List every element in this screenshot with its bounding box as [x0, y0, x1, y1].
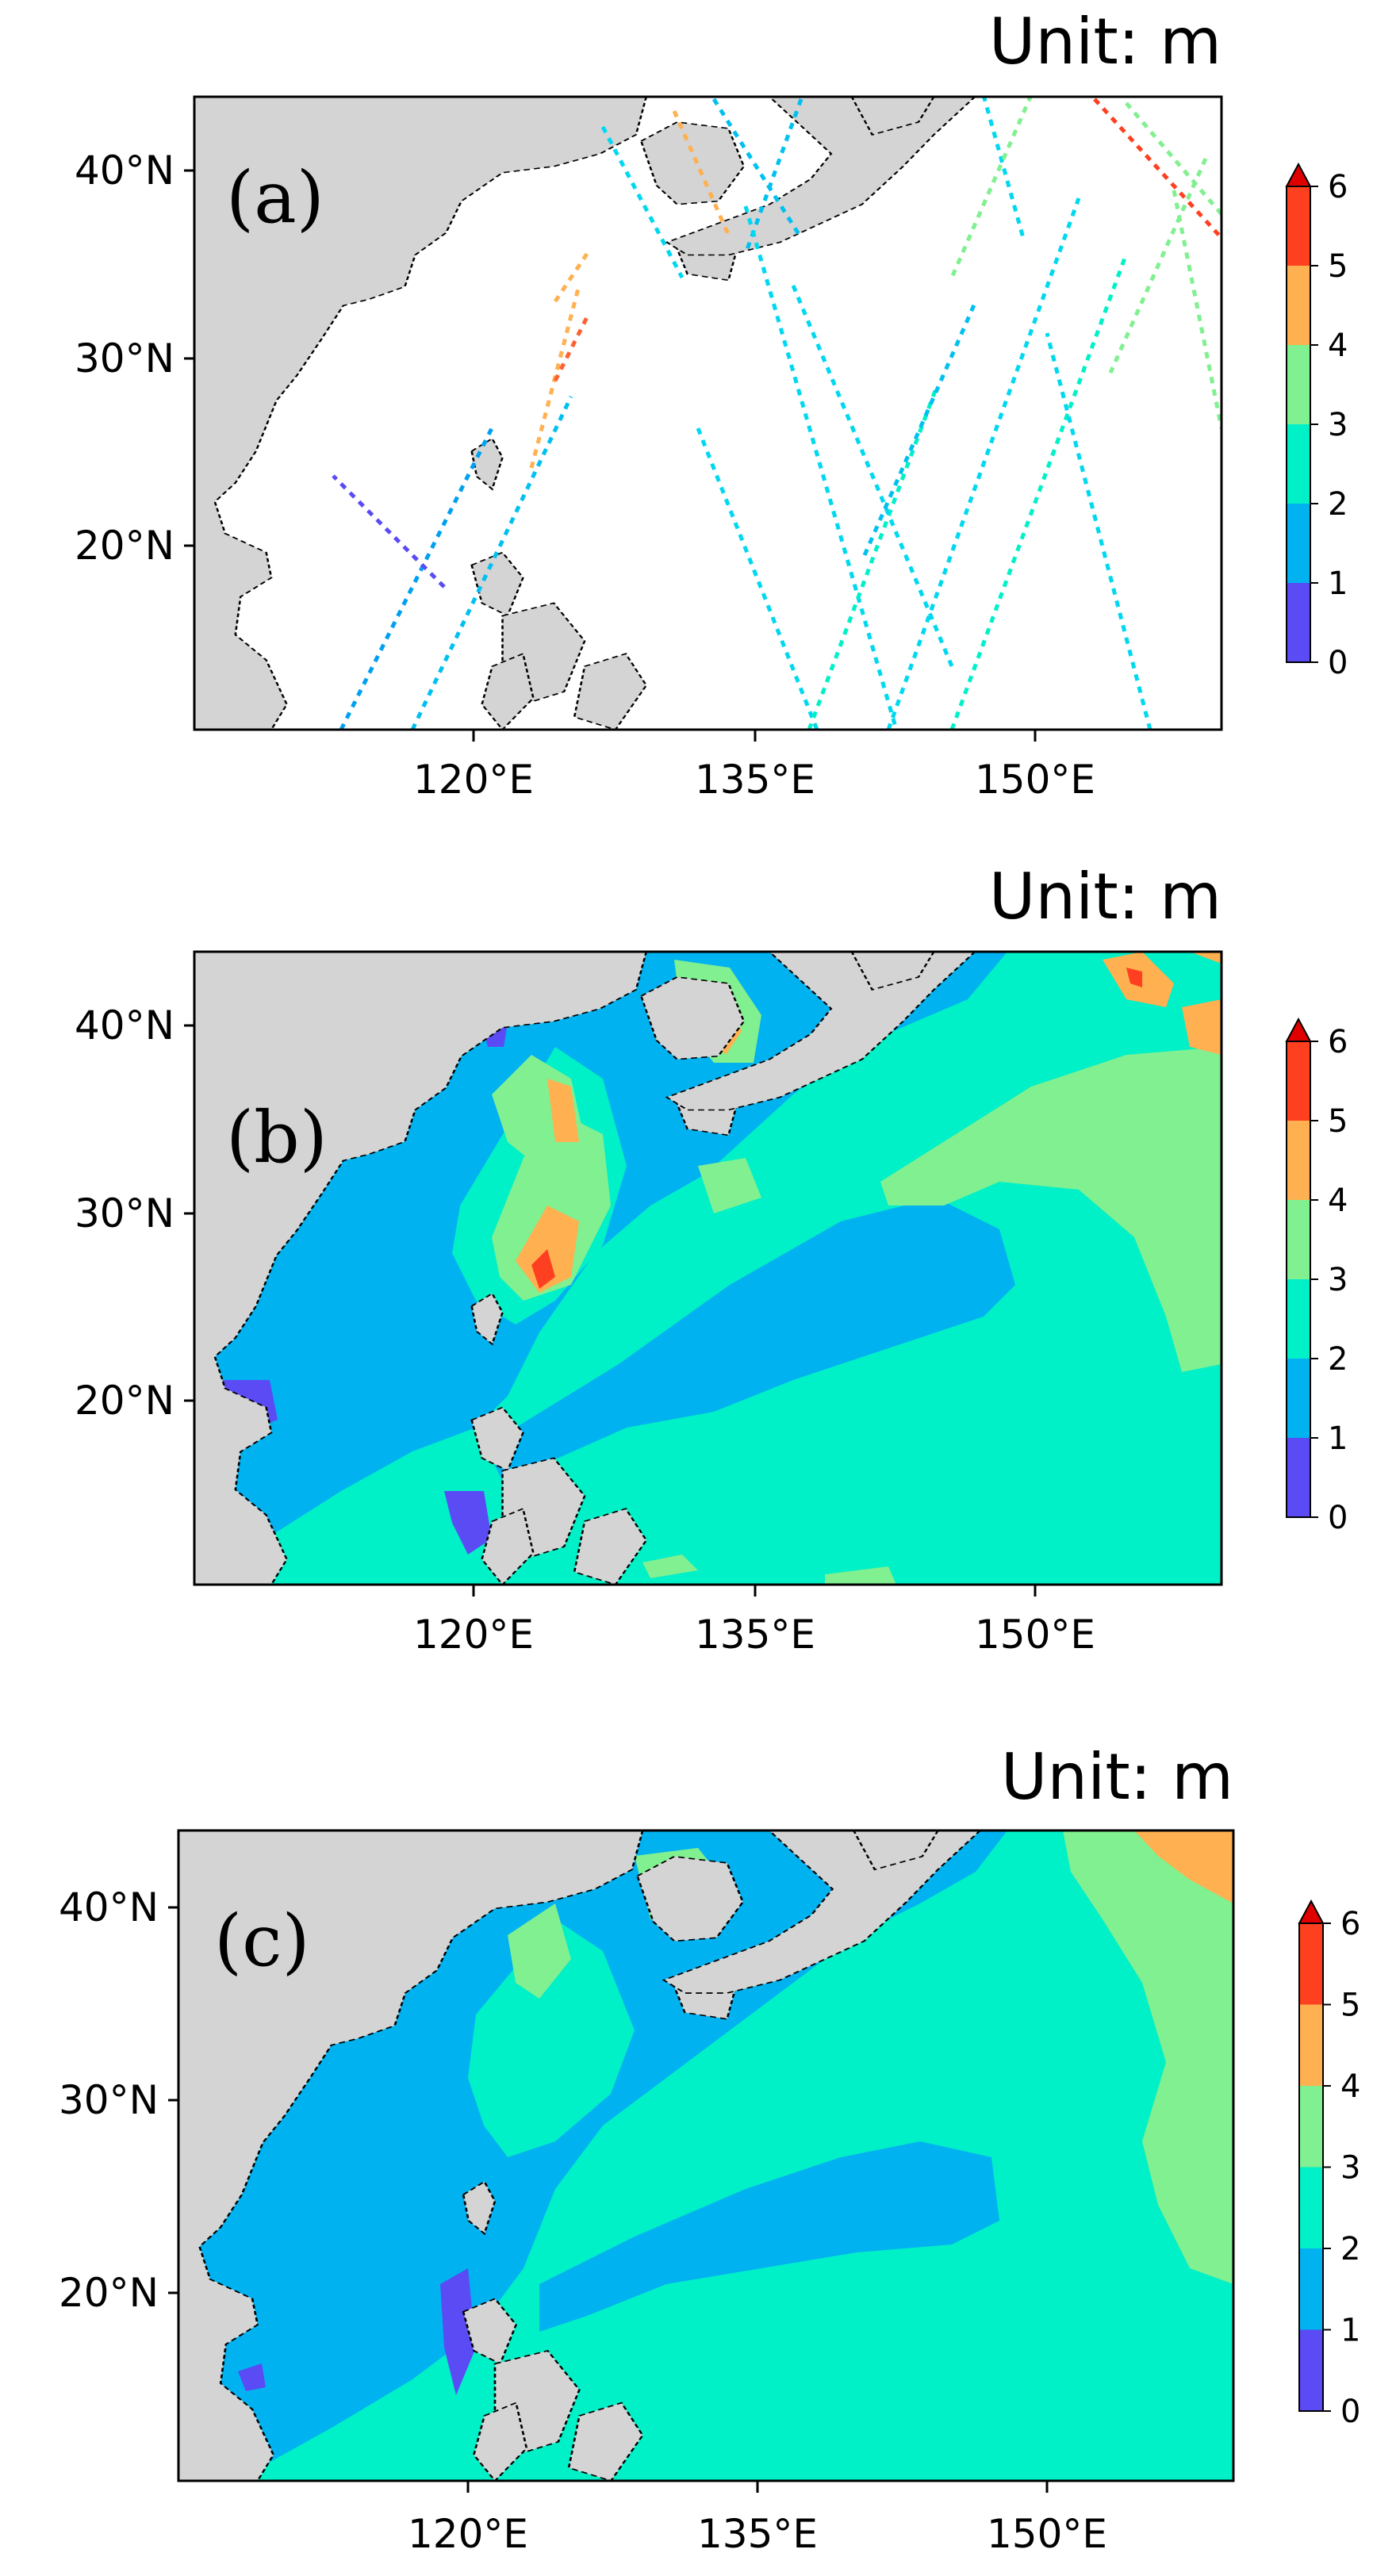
- panel-a-colorbar-extend-arrow: [1285, 162, 1312, 187]
- panel-b-colorbar-bin-4: [1287, 1121, 1310, 1200]
- panel-a-colorbar-tick-label: 1: [1328, 565, 1348, 602]
- panel-c-colorbar-bin-4: [1299, 2004, 1323, 2086]
- panel-c-colorbar-bin-2: [1299, 2167, 1323, 2248]
- panel-c-colorbar-bin-3: [1299, 2086, 1323, 2168]
- panel-c-colorbar-tick-label: 1: [1340, 2313, 1360, 2349]
- panel-c-frame: [177, 1829, 1235, 2482]
- panel-c: Unit: m (c): [59, 1740, 1360, 2557]
- panel-b-colorbar-tick-label: 3: [1328, 1262, 1348, 1298]
- panel-b-colorbar-bin-1: [1287, 1359, 1310, 1438]
- panel-b-lat-tick-40: 40°N: [75, 1002, 174, 1048]
- panel-b-map: [194, 952, 1222, 1585]
- panel-c-lat-axis: 40°N 30°N 20°N: [59, 1884, 178, 2316]
- panel-a-colorbar-tick-label: 6: [1328, 169, 1348, 205]
- panel-c-lon-tick-120: 120°E: [408, 2511, 528, 2557]
- panel-b-colorbar-tick-label: 5: [1328, 1103, 1348, 1140]
- panel-b-lon-tick-135: 135°E: [695, 1612, 815, 1658]
- panel-a-colorbar: 6 5 4 3 2 1 0: [1285, 162, 1348, 681]
- panel-b-lon-tick-120: 120°E: [413, 1612, 534, 1658]
- panel-c-lon-tick-135: 135°E: [697, 2511, 818, 2557]
- panel-b-colorbar-tick-label: 2: [1328, 1341, 1348, 1378]
- panel-b-colorbar-tick-label: 4: [1328, 1183, 1348, 1219]
- panel-b-unit-label: Unit: m: [989, 860, 1222, 933]
- panel-c-lat-tick-40: 40°N: [59, 1884, 159, 1930]
- panel-a-colorbar-bin-5: [1287, 186, 1310, 266]
- panel-c-lon-tick-150: 150°E: [987, 2511, 1107, 2557]
- panel-b-colorbar-bin-0: [1287, 1438, 1310, 1517]
- panel-c-colorbar-tick-label: 6: [1340, 1906, 1360, 1942]
- panel-a-colorbar-tick-label: 5: [1328, 248, 1348, 285]
- panel-b-lon-tick-150: 150°E: [975, 1612, 1095, 1658]
- panel-a-lon-axis: 120°E 135°E 150°E: [413, 730, 1095, 803]
- panel-b-label: (b): [226, 1096, 328, 1179]
- panel-c-colorbar-bin-5: [1299, 1923, 1323, 2005]
- panel-b-colorbar-bin-5: [1287, 1041, 1310, 1121]
- panel-b-lat-tick-30: 30°N: [75, 1190, 174, 1236]
- panel-b-colorbar-tick-label: 1: [1328, 1420, 1348, 1457]
- panel-a-frame: [193, 95, 1223, 731]
- panel-a-colorbar-tick-label: 4: [1328, 328, 1348, 364]
- panel-a-lon-tick-150: 150°E: [975, 757, 1095, 803]
- panel-a-colorbar-tick-label: 2: [1328, 486, 1348, 523]
- panel-a-lon-tick-120: 120°E: [413, 757, 534, 803]
- panel-a-lat-tick-20: 20°N: [75, 523, 174, 569]
- panel-b-colorbar-extend-arrow: [1285, 1017, 1312, 1042]
- panel-a: Unit: m: [75, 5, 1348, 803]
- panel-a-map: [194, 97, 1222, 730]
- panel-a-lat-tick-30: 30°N: [75, 335, 174, 381]
- panel-c-colorbar-bin-0: [1299, 2329, 1323, 2411]
- panel-c-unit-label: Unit: m: [1001, 1740, 1233, 1814]
- panel-a-lat-axis: 40°N 30°N 20°N: [75, 148, 194, 569]
- panel-c-colorbar-extend-arrow: [1298, 1899, 1325, 1924]
- panel-c-colorbar-tick-label: 4: [1340, 2068, 1360, 2105]
- panel-c-lat-tick-20: 20°N: [59, 2270, 159, 2316]
- panel-c-colorbar-tick-label: 3: [1340, 2150, 1360, 2187]
- panel-b-colorbar-bin-2: [1287, 1279, 1310, 1359]
- panel-a-colorbar-tick-label: 3: [1328, 407, 1348, 443]
- panel-c-colorbar-bin-1: [1299, 2248, 1323, 2330]
- panel-a-colorbar-bin-0: [1287, 583, 1310, 662]
- panel-b-colorbar-tick-label: 0: [1328, 1500, 1348, 1536]
- panel-c-label: (c): [214, 1899, 310, 1983]
- panel-a-colorbar-tick-label: 0: [1328, 645, 1348, 681]
- panel-a-colorbar-bin-4: [1287, 266, 1310, 345]
- panel-b-colorbar: 6 5 4 3 2 1 0: [1285, 1017, 1348, 1536]
- panel-b-colorbar-bin-3: [1287, 1200, 1310, 1279]
- panel-b-lat-tick-20: 20°N: [75, 1378, 174, 1424]
- panel-b-colorbar-tick-label: 6: [1328, 1024, 1348, 1060]
- panel-c-colorbar-tick-label: 2: [1340, 2231, 1360, 2267]
- panel-a-colorbar-bin-2: [1287, 424, 1310, 504]
- panel-c-lat-tick-30: 30°N: [59, 2077, 159, 2123]
- panel-b: Unit: m: [75, 860, 1348, 1658]
- panel-c-colorbar: 6 5 4 3 2 1 0: [1298, 1899, 1360, 2430]
- panel-a-colorbar-bin-3: [1287, 345, 1310, 424]
- panel-c-colorbar-tick-label: 0: [1340, 2394, 1360, 2430]
- panel-b-frame: [193, 950, 1223, 1586]
- panel-a-label: (a): [226, 156, 324, 240]
- panel-a-unit-label: Unit: m: [989, 5, 1222, 79]
- panel-b-lon-axis: 120°E 135°E 150°E: [413, 1585, 1095, 1658]
- panel-a-satellite-tracks: [332, 97, 1222, 730]
- panel-a-colorbar-bin-1: [1287, 504, 1310, 583]
- panel-b-lat-axis: 40°N 30°N 20°N: [75, 1002, 194, 1424]
- panel-c-colorbar-tick-label: 5: [1340, 1988, 1360, 2024]
- panel-c-map: [178, 1830, 1233, 2481]
- panel-a-lat-tick-40: 40°N: [75, 148, 174, 194]
- panel-c-lon-axis: 120°E 135°E 150°E: [408, 2481, 1107, 2557]
- panel-a-lon-tick-135: 135°E: [695, 757, 815, 803]
